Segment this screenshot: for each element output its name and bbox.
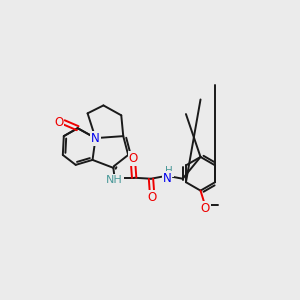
Text: NH: NH [106,175,123,185]
Text: O: O [147,191,157,204]
Text: O: O [54,116,64,129]
Text: O: O [201,202,210,215]
Text: H: H [165,166,173,176]
Text: O: O [128,152,138,165]
Text: N: N [163,172,171,185]
Text: N: N [91,132,100,145]
